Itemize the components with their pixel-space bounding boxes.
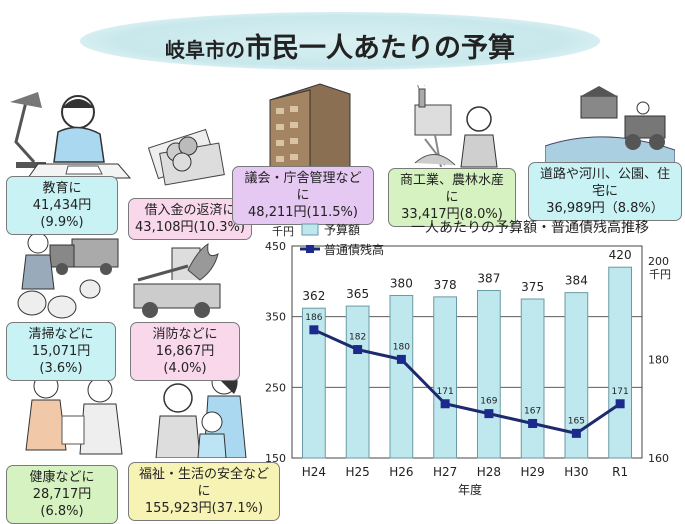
building-illustration xyxy=(269,83,351,177)
title-background xyxy=(80,12,600,70)
roads-illustration xyxy=(545,86,675,166)
category-amount: 36,989円（8.8%） xyxy=(546,201,664,216)
page-title: 岐阜市の市民一人あたりの予算 xyxy=(80,26,600,65)
right-tick-label: 200 xyxy=(648,255,669,268)
category-name: 清掃などに xyxy=(28,327,94,342)
line-value-label: 171 xyxy=(612,387,629,397)
x-tick-label: H29 xyxy=(520,465,544,479)
chart-title: 一人あたりの予算額・普通債残高推移 xyxy=(411,219,649,236)
category-amount: 15,071円(3.6%) xyxy=(31,344,91,376)
title-prefix: 岐阜市の xyxy=(165,38,245,62)
line-point xyxy=(440,399,450,409)
line-value-label: 171 xyxy=(437,387,454,397)
x-tick-label: R1 xyxy=(612,465,628,479)
bar xyxy=(345,305,370,459)
bar xyxy=(302,307,326,459)
bar xyxy=(608,266,632,459)
x-axis-label: 年度 xyxy=(458,482,482,497)
fire-illustration xyxy=(133,243,221,318)
bar xyxy=(433,296,457,459)
bar xyxy=(477,290,501,459)
legend-label-line: 普通債残高 xyxy=(324,242,384,257)
category-name: 福祉・生活の安全などに xyxy=(138,467,269,499)
line-value-label: 180 xyxy=(393,342,410,352)
legend-swatch-marker xyxy=(306,245,314,253)
category-name: 教育に xyxy=(42,181,82,196)
category-amount: 33,417円(8.0%) xyxy=(401,207,503,222)
legend-label-bars: 予算額 xyxy=(324,222,360,237)
line-point xyxy=(615,399,625,409)
category-amount: 43,108円(10.3%) xyxy=(135,220,245,235)
x-tick-label: H27 xyxy=(433,465,457,479)
bar-value-label: 420 xyxy=(609,248,632,262)
education-illustration xyxy=(10,92,132,179)
x-tick-label: H28 xyxy=(477,465,501,479)
left-tick-label: 150 xyxy=(265,452,286,465)
welfare-illustration xyxy=(155,368,247,458)
right-tick-label: 160 xyxy=(648,452,669,465)
bar-value-label: 380 xyxy=(390,276,413,290)
category-welfare: 福祉・生活の安全などに 155,923円(37.1%) xyxy=(128,462,280,521)
category-amount: 155,923円(37.1%) xyxy=(144,501,264,516)
right-axis-unit: 千円 xyxy=(649,268,671,281)
category-name: 消防などに xyxy=(152,327,218,342)
category-education: 教育に 41,434円(9.9%) xyxy=(6,176,118,235)
line-point xyxy=(396,354,406,364)
category-name: 借入金の返済に xyxy=(144,203,236,218)
line-point xyxy=(528,418,538,428)
bar xyxy=(564,292,589,459)
line-value-label: 167 xyxy=(524,406,541,416)
x-tick-label: H25 xyxy=(345,465,369,479)
bar-value-label: 362 xyxy=(302,289,325,303)
category-name: 商工業、農林水産に xyxy=(399,173,504,205)
cleaning-illustration xyxy=(17,232,119,319)
x-tick-label: H30 xyxy=(564,465,588,479)
category-council: 議会・庁舎管理などに 48,211円(11.5%) xyxy=(232,166,374,225)
left-tick-label: 350 xyxy=(265,311,286,324)
bar-value-label: 384 xyxy=(565,274,588,288)
line-point xyxy=(309,325,319,335)
line-point xyxy=(484,409,494,419)
line-value-label: 186 xyxy=(305,313,322,323)
category-roads: 道路や河川、公園、住宅に 36,989円（8.8%） xyxy=(528,162,682,221)
bar-value-label: 375 xyxy=(521,280,544,294)
category-name: 健康などに xyxy=(29,470,95,485)
line-value-label: 182 xyxy=(349,333,366,343)
left-tick-label: 450 xyxy=(265,240,286,253)
x-tick-label: H24 xyxy=(302,465,326,479)
category-cleaning: 清掃などに 15,071円(3.6%) xyxy=(6,322,116,381)
left-tick-label: 250 xyxy=(265,381,286,394)
category-name: 議会・庁舎管理などに xyxy=(244,171,362,203)
category-amount: 48,211円(11.5%) xyxy=(248,205,358,220)
line-point xyxy=(353,345,363,355)
bar-value-label: 378 xyxy=(434,278,457,292)
right-tick-label: 180 xyxy=(648,353,669,366)
category-commerce: 商工業、農林水産に 33,417円(8.0%) xyxy=(388,168,516,227)
money-illustration xyxy=(147,128,225,186)
line-value-label: 169 xyxy=(480,397,497,407)
left-axis-unit: 千円 xyxy=(272,225,294,238)
bar-value-label: 387 xyxy=(477,272,500,286)
bar xyxy=(520,298,545,459)
category-name: 道路や河川、公園、住宅に xyxy=(539,167,670,199)
line-point xyxy=(571,428,581,438)
bar-value-label: 365 xyxy=(346,287,369,301)
series-line xyxy=(313,328,621,435)
x-tick-label: H26 xyxy=(389,465,413,479)
industry-illustration xyxy=(414,85,498,168)
title-main: 市民一人あたりの予算 xyxy=(245,33,515,64)
category-amount: 16,867円(4.0%) xyxy=(155,344,215,376)
bar xyxy=(389,294,414,459)
line-value-label: 165 xyxy=(568,416,585,426)
category-fire: 消防などに 16,867円(4.0%) xyxy=(130,322,240,381)
legend-swatch-bars xyxy=(301,223,319,236)
category-amount: 41,434円(9.9%) xyxy=(32,198,92,230)
